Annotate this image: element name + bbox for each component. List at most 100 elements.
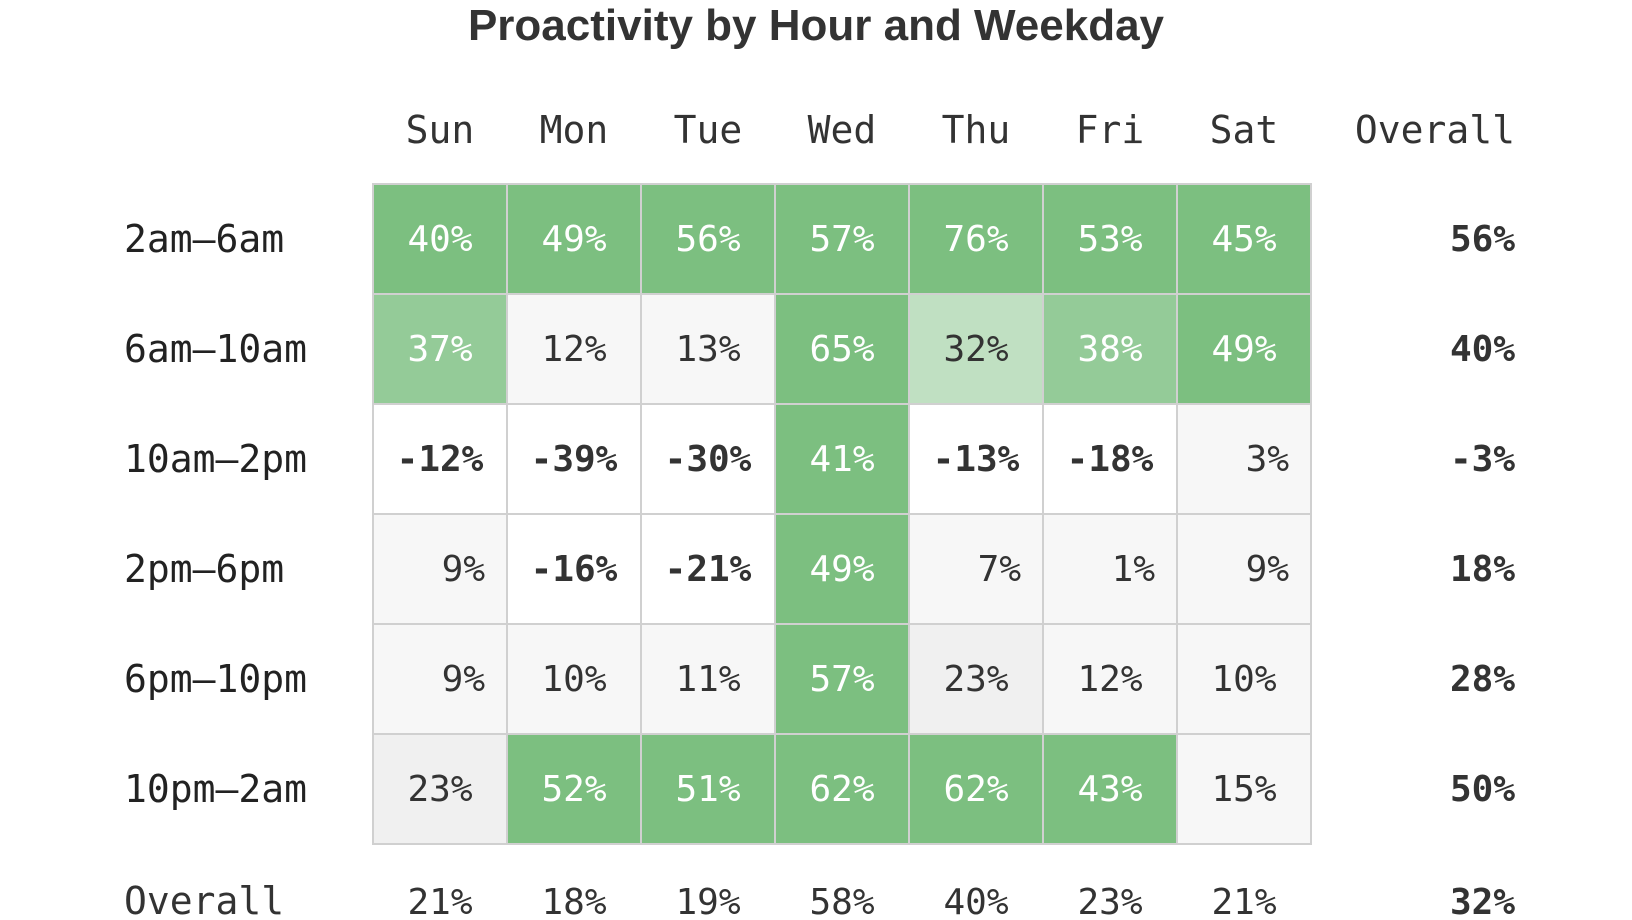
cell-value-label: 62% bbox=[809, 769, 874, 810]
cell-value-label: 43% bbox=[1077, 769, 1142, 810]
heatmap-cell bbox=[372, 623, 508, 735]
column-headers: Sun Mon Tue Wed Thu Fri Sat Overall bbox=[406, 108, 1515, 152]
row-overall-value: -3% bbox=[1450, 439, 1515, 480]
cell-value-label: 57% bbox=[809, 659, 874, 700]
heatmap-cell bbox=[908, 293, 1044, 405]
row-header: 10pm–2am bbox=[124, 767, 307, 811]
heatmap-cell bbox=[372, 293, 508, 405]
cell-value-label: -12% bbox=[397, 439, 484, 480]
cell-value-label: 11% bbox=[675, 659, 740, 700]
column-overall-value: 18% bbox=[541, 882, 606, 920]
cell-value-label: -18% bbox=[1067, 439, 1154, 480]
column-header-tue: Tue bbox=[674, 108, 743, 152]
heatmap-cell bbox=[506, 733, 642, 845]
cell-value-label: 13% bbox=[675, 329, 740, 370]
cell-value-label: 10% bbox=[1211, 659, 1276, 700]
column-overall-value: 21% bbox=[407, 882, 472, 920]
cell-value-label: 49% bbox=[541, 219, 606, 260]
heatmap-cell bbox=[640, 183, 776, 295]
row-header: 2pm–6pm bbox=[124, 547, 284, 591]
cell-value-label: 45% bbox=[1211, 219, 1276, 260]
cell-value-label: 9% bbox=[442, 549, 486, 590]
column-header-sat: Sat bbox=[1210, 108, 1279, 152]
heatmap-cell bbox=[506, 403, 642, 515]
column-header-overall: Overall bbox=[1355, 108, 1515, 152]
column-overall-value: 23% bbox=[1077, 882, 1142, 920]
heatmap-cell bbox=[372, 513, 508, 625]
heatmap-cell bbox=[506, 513, 642, 625]
heatmap-cell bbox=[774, 403, 910, 515]
row-overall-value: 28% bbox=[1450, 659, 1515, 700]
cell-value-label: -30% bbox=[665, 439, 752, 480]
heatmap-cell bbox=[1176, 293, 1312, 405]
heatmap-cell bbox=[1042, 733, 1178, 845]
cell-value-label: 76% bbox=[943, 219, 1008, 260]
row-header: 6am–10am bbox=[124, 327, 307, 371]
heatmap-cell bbox=[1176, 733, 1312, 845]
heatmap-cell bbox=[640, 513, 776, 625]
heatmap-cell bbox=[640, 403, 776, 515]
heatmap-cells: 40% 49% 56% 57% 76% 53% 45% 37% 12% 13% 65% 32% 38% 4… bbox=[372, 183, 1312, 845]
column-overall-value: 58% bbox=[809, 882, 874, 920]
cell-value-label: 12% bbox=[541, 329, 606, 370]
column-header-mon: Mon bbox=[540, 108, 609, 152]
heatmap-cell bbox=[908, 403, 1044, 515]
cell-value-label: 12% bbox=[1077, 659, 1142, 700]
row-header: 10am–2pm bbox=[124, 437, 307, 481]
chart-title: Proactivity by Hour and Weekday bbox=[468, 1, 1165, 50]
row-overall-value: 40% bbox=[1450, 329, 1515, 370]
cell-value-label: 40% bbox=[407, 219, 472, 260]
heatmap-cell bbox=[1176, 403, 1312, 515]
cell-value-label: 56% bbox=[675, 219, 740, 260]
cell-value-label: 9% bbox=[1246, 549, 1290, 590]
heatmap-cell bbox=[1042, 403, 1178, 515]
cell-value-label: 49% bbox=[809, 549, 874, 590]
row-overall-value: 50% bbox=[1450, 769, 1515, 810]
cell-value-label: -16% bbox=[531, 549, 618, 590]
heatmap-cell bbox=[774, 513, 910, 625]
cell-value-label: 9% bbox=[442, 659, 486, 700]
cell-value-label: 23% bbox=[407, 769, 472, 810]
cell-value-label: 37% bbox=[407, 329, 472, 370]
cell-value-label: 65% bbox=[809, 329, 874, 370]
cell-value-label: 15% bbox=[1211, 769, 1276, 810]
heatmap-cell bbox=[908, 733, 1044, 845]
cell-value-label: 38% bbox=[1077, 329, 1142, 370]
cell-value-label: 41% bbox=[809, 439, 874, 480]
column-header-thu: Thu bbox=[942, 108, 1011, 152]
heatmap-cell bbox=[1042, 513, 1178, 625]
cell-value-label: 57% bbox=[809, 219, 874, 260]
column-header-wed: Wed bbox=[808, 108, 877, 152]
heatmap-cell bbox=[1176, 623, 1312, 735]
cell-value-label: -39% bbox=[531, 439, 618, 480]
cell-value-label: 51% bbox=[675, 769, 740, 810]
cell-value-label: -13% bbox=[933, 439, 1020, 480]
cell-value-label: 10% bbox=[541, 659, 606, 700]
heatmap-cell bbox=[908, 623, 1044, 735]
heatmap-cell bbox=[908, 513, 1044, 625]
column-header-fri: Fri bbox=[1076, 108, 1145, 152]
column-overall-value: 19% bbox=[675, 882, 740, 920]
heatmap-cell bbox=[640, 623, 776, 735]
row-overall-value: 56% bbox=[1450, 219, 1515, 260]
cell-value-label: 62% bbox=[943, 769, 1008, 810]
heatmap-cell bbox=[1176, 513, 1312, 625]
cell-value-label: 53% bbox=[1077, 219, 1142, 260]
cell-value-label: 52% bbox=[541, 769, 606, 810]
cell-value-label: -21% bbox=[665, 549, 752, 590]
cell-value-label: 7% bbox=[978, 549, 1022, 590]
column-header-sun: Sun bbox=[406, 108, 475, 152]
column-overall-value: 40% bbox=[943, 882, 1008, 920]
heatmap-cell bbox=[506, 183, 642, 295]
heatmap-cell bbox=[640, 293, 776, 405]
row-header: 6pm–10pm bbox=[124, 657, 307, 701]
cell-value-label: 32% bbox=[943, 329, 1008, 370]
grand-overall-value: 32% bbox=[1450, 882, 1515, 920]
cell-value-label: 1% bbox=[1112, 549, 1156, 590]
row-overall-value: 18% bbox=[1450, 549, 1515, 590]
cell-value-label: 23% bbox=[943, 659, 1008, 700]
cell-value-label: 3% bbox=[1246, 439, 1290, 480]
row-overall-values: 56% 40% -3% 18% 28% 50% bbox=[1450, 219, 1515, 810]
heatmap-cell bbox=[372, 183, 508, 295]
